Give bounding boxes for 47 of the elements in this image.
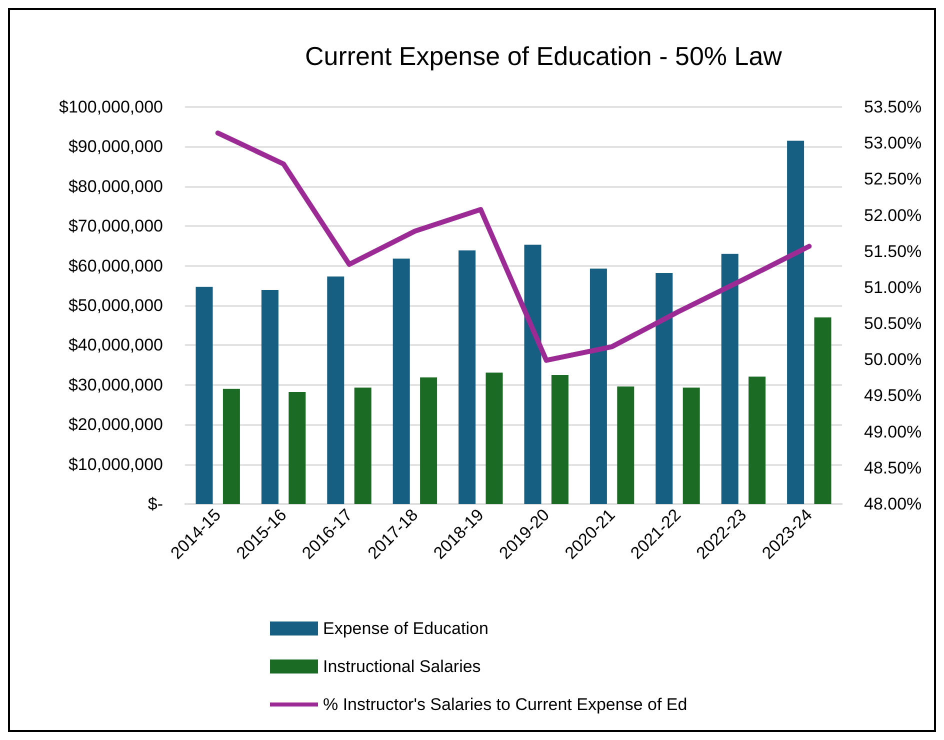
- y-tick-label: $40,000,000: [68, 336, 163, 355]
- bar: [222, 388, 240, 504]
- bar: [721, 254, 738, 504]
- bar: [748, 376, 766, 504]
- y2-tick-label: 52.00%: [864, 206, 922, 225]
- y2-tick-label: 53.50%: [864, 98, 922, 116]
- y-tick-label: $20,000,000: [68, 415, 163, 434]
- bar: [261, 290, 278, 504]
- bar: [458, 250, 476, 504]
- y-tick-label: $90,000,000: [68, 137, 163, 156]
- bar: [682, 388, 700, 504]
- chart-title: Current Expense of Education - 50% Law: [305, 41, 782, 71]
- legend-label: Instructional Salaries: [323, 657, 481, 676]
- y2-tick-label: 48.50%: [864, 458, 922, 478]
- y2-tick-label: 48.00%: [864, 494, 922, 514]
- legend-label: Expense of Education: [323, 619, 488, 638]
- y2-tick-label: 49.50%: [864, 386, 922, 406]
- bar: [327, 276, 344, 504]
- bar: [617, 386, 634, 504]
- bar: [524, 244, 542, 504]
- y-tick-label: $50,000,000: [68, 296, 163, 315]
- y-tick-label: $60,000,000: [68, 256, 163, 276]
- y2-tick-label: 51.50%: [864, 242, 922, 261]
- y-tick-label: $70,000,000: [68, 216, 163, 236]
- bar: [392, 258, 410, 504]
- y-tick-label: $100,000,000: [59, 98, 163, 116]
- legend-label: % Instructor's Salaries to Current Expense of Ed: [323, 695, 688, 714]
- y2-tick-label: 49.00%: [864, 422, 922, 442]
- y-tick-label: $10,000,000: [68, 454, 163, 474]
- bar: [486, 372, 503, 504]
- y2-tick-label: 50.50%: [864, 314, 922, 334]
- y-tick-label: $30,000,000: [68, 375, 163, 394]
- bar: [787, 140, 804, 504]
- y2-tick-label: 53.00%: [864, 134, 922, 153]
- y2-tick-label: 50.00%: [864, 350, 922, 370]
- bar: [354, 388, 372, 504]
- y-tick-label: $-: [148, 494, 163, 514]
- bar: [288, 392, 306, 504]
- bar: [196, 286, 213, 504]
- bar: [551, 374, 568, 504]
- y-tick-label: $80,000,000: [68, 176, 163, 196]
- bar: [420, 377, 438, 504]
- y2-tick-label: 52.50%: [864, 170, 922, 189]
- bar: [656, 272, 673, 504]
- bar: [590, 268, 607, 504]
- bar: [814, 317, 832, 504]
- y2-tick-label: 51.00%: [864, 278, 922, 297]
